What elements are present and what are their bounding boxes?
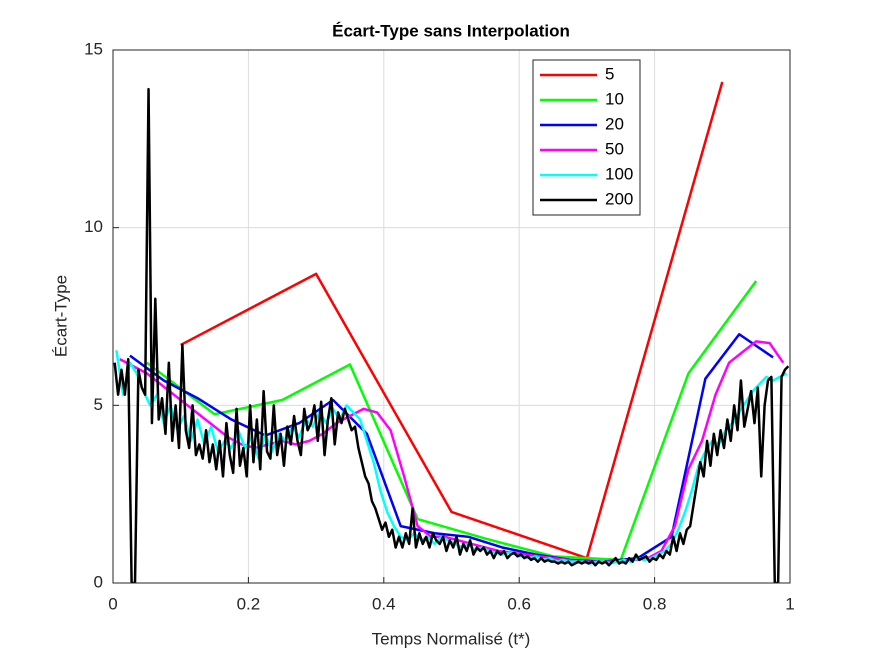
legend-box (532, 59, 641, 216)
y-tick-label: 0 (94, 572, 103, 591)
legend-label: 20 (605, 114, 624, 133)
chart-title: Écart-Type sans Interpolation (332, 21, 570, 40)
legend-label: 5 (605, 64, 614, 83)
axes-box (112, 49, 791, 584)
legend-label: 10 (605, 89, 624, 108)
x-axis-label: Temps Normalisé (t*) (372, 629, 531, 648)
plot-area (113, 50, 790, 583)
x-tick-label: 0 (108, 594, 117, 613)
y-tick-label: 5 (94, 395, 103, 414)
y-axis-label: Écart-Type (51, 275, 70, 357)
x-tick-label: 0.8 (643, 594, 667, 613)
legend-label: 200 (605, 189, 633, 208)
x-tick-label: 0.2 (237, 594, 261, 613)
x-tick-label: 0.4 (372, 594, 396, 613)
legend-label: 50 (605, 139, 624, 158)
line-series (119, 340, 785, 563)
legend-label: 100 (605, 164, 633, 183)
line-series (113, 87, 790, 583)
line-series (146, 280, 758, 562)
y-tick-label: 10 (84, 217, 103, 236)
x-tick-label: 0.6 (507, 594, 531, 613)
x-tick-label: 1 (785, 594, 794, 613)
y-tick-label: 15 (84, 39, 103, 58)
line-series (180, 81, 724, 560)
